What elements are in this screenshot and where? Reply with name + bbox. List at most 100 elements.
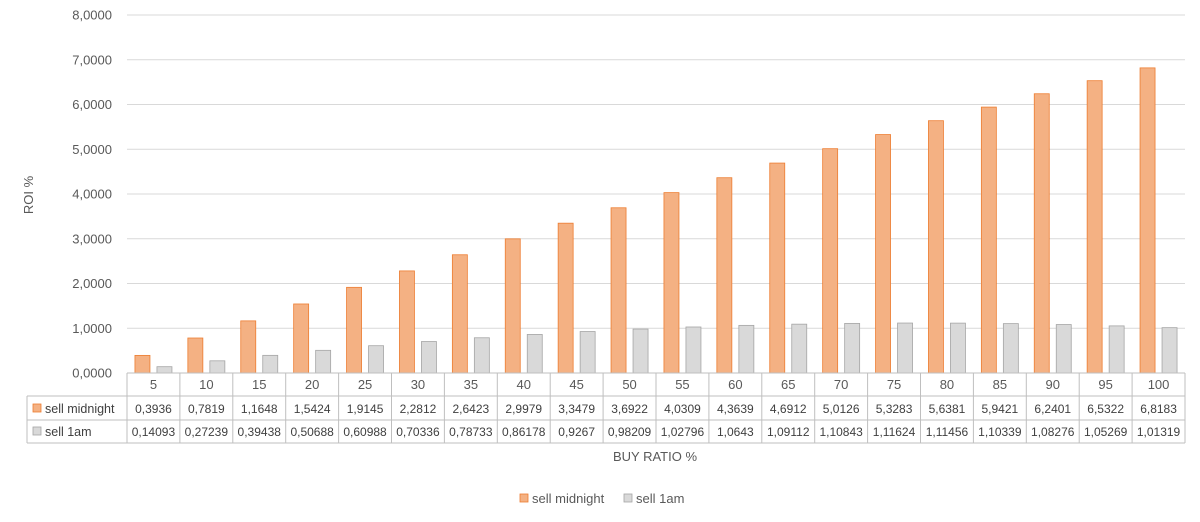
bar-sell-1am [632,328,649,374]
x-tick-label: 90 [1046,377,1060,392]
x-tick-label: 75 [887,377,901,392]
x-tick-label: 60 [728,377,742,392]
table-series-name: sell midnight [45,402,115,416]
x-tick-label: 35 [464,377,478,392]
bar-sell-1am [368,345,384,374]
data-label: 5,9421 [981,402,1018,416]
data-label: 2,9979 [505,402,542,416]
data-label: 1,9145 [347,402,384,416]
bar-sell-1am [473,337,490,374]
bar-sell-midnight [346,286,362,374]
bar-sell-midnight [557,222,574,374]
legend: sell midnight sell 1am [519,491,684,506]
y-tick-label: 4,0000 [72,187,112,202]
y-tick-label: 3,0000 [72,231,112,246]
data-label: 6,5322 [1087,402,1124,416]
bar-sell-midnight [293,303,310,374]
bar-sell-midnight [504,238,521,374]
y-tick-label: 5,0000 [72,142,112,157]
bar-sell-1am [791,323,808,374]
bar-sell-midnight [1139,67,1156,374]
bar-sell-midnight [928,120,944,374]
x-axis-title: BUY RATIO % [613,449,697,464]
bar-sell-1am [1161,327,1178,374]
x-tick-label: 30 [411,377,425,392]
data-label: 6,2401 [1034,402,1071,416]
x-tick-label: 80 [940,377,954,392]
x-tick-label: 25 [358,377,372,392]
data-label: 0,78733 [449,425,493,439]
bar-sell-1am [897,322,913,374]
bar-sell-midnight [1033,93,1050,374]
bar-sell-midnight [134,354,151,374]
data-label: 0,98209 [608,425,652,439]
data-label: 4,3639 [717,402,754,416]
data-label: 1,02796 [661,425,705,439]
data-label: 1,05269 [1084,425,1128,439]
x-tick-label: 40 [517,377,531,392]
bar-sell-midnight [875,134,891,374]
data-label: 3,3479 [558,402,595,416]
bar-sell-1am [1108,325,1125,374]
y-tick-label: 8,0000 [72,8,112,23]
table-series-name: sell 1am [45,425,92,439]
legend-entry: sell 1am [636,491,684,506]
data-label: 1,5424 [294,402,331,416]
bar-sell-midnight [822,148,839,374]
data-label: 1,11456 [926,425,969,439]
bar-sell-1am [950,322,966,374]
table-legend-key [32,426,42,436]
bar-sell-1am [579,331,596,374]
data-label: 5,6381 [929,402,966,416]
data-label: 1,1648 [241,402,278,416]
data-label: 1,09112 [767,425,810,439]
y-tick-label: 7,0000 [72,52,112,67]
bar-sell-1am [262,354,279,374]
x-tick-label: 70 [834,377,848,392]
legend-swatch [519,493,529,503]
bar-sell-midnight [1086,80,1103,374]
bar-sell-midnight [399,270,415,374]
legend-swatch [623,493,633,503]
x-tick-label: 5 [150,377,157,392]
bar-sell-1am [209,360,226,374]
data-label: 0,60988 [343,425,387,439]
x-tick-label: 100 [1148,377,1170,392]
data-label: 0,86178 [502,425,546,439]
bar-sell-1am [1055,324,1072,374]
y-tick-label: 1,0000 [72,321,112,336]
data-label: 6,8183 [1140,402,1177,416]
bars [134,67,1178,374]
data-label: 0,3936 [135,402,172,416]
data-label: 0,70336 [396,425,440,439]
table-legend-key [32,403,42,413]
bar-sell-midnight [240,320,257,374]
bar-sell-1am [738,324,755,374]
bar-sell-midnight [610,207,627,374]
data-label: 0,7819 [188,402,225,416]
bar-sell-1am [315,349,332,374]
bar-sell-1am [156,366,173,374]
y-axis: 0,0000 1,0000 2,0000 3,0000 4,0000 5,0000 6,00… [72,8,112,381]
bar-sell-1am [844,322,861,374]
bar-sell-midnight [769,162,786,374]
data-label: 0,50688 [290,425,334,439]
data-label: 3,6922 [611,402,648,416]
data-label: 0,39438 [238,425,282,439]
bar-sell-1am [421,341,437,374]
bar-sell-1am [526,334,543,374]
data-label: 4,6912 [770,402,807,416]
data-label: 5,3283 [876,402,913,416]
x-tick-label: 10 [199,377,213,392]
bar-sell-1am [685,326,702,374]
data-label: 1,01319 [1137,425,1181,439]
bar-sell-midnight [663,192,680,374]
x-tick-label: 50 [622,377,636,392]
bar-sell-midnight [187,337,204,374]
legend-entry: sell midnight [532,491,605,506]
y-axis-title: ROI % [21,175,36,214]
x-tick-label: 65 [781,377,795,392]
data-label: 0,9267 [558,425,595,439]
x-tick-label: 85 [993,377,1007,392]
